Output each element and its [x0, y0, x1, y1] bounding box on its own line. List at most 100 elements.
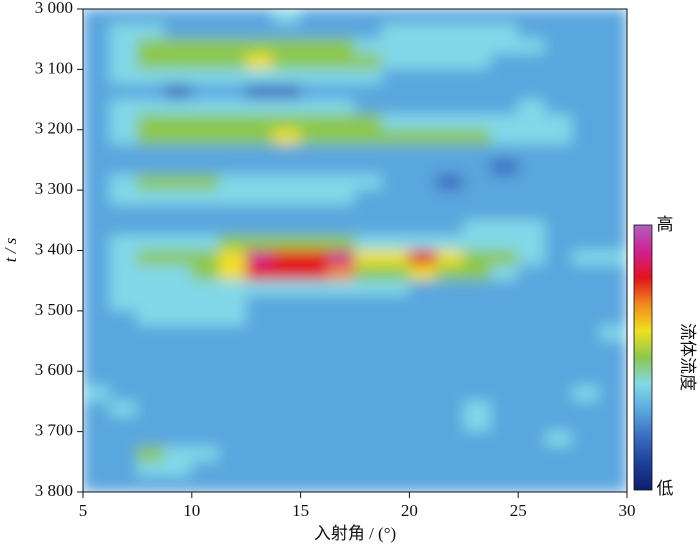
heat-cell — [272, 385, 302, 402]
heat-cell — [436, 144, 465, 161]
heat-cell — [436, 189, 465, 206]
heat-cell — [463, 204, 492, 221]
heat-cell — [327, 68, 356, 85]
heat-cell — [327, 159, 356, 176]
heat-cell — [83, 310, 111, 327]
heat-cell — [599, 250, 627, 267]
heat-cell — [191, 476, 220, 492]
heat-cell — [544, 310, 574, 327]
heat-cell — [83, 68, 111, 85]
heat-cell — [109, 189, 138, 206]
heat-cell — [544, 114, 574, 131]
heat-cell — [517, 114, 546, 131]
heat-cell — [408, 325, 438, 342]
heat-cell — [381, 219, 410, 236]
heat-cell — [272, 38, 302, 55]
heat-cell — [436, 310, 465, 327]
heat-cell — [191, 174, 220, 191]
heat-cell — [109, 174, 138, 191]
heat-cell — [381, 114, 410, 131]
heat-cell — [300, 99, 329, 116]
heat-cell — [245, 23, 274, 40]
heat-cell — [245, 159, 274, 176]
heat-cell — [490, 250, 519, 267]
heat-cell — [490, 476, 519, 492]
heat-cell — [517, 431, 546, 448]
heat-cell — [218, 265, 247, 282]
heat-cell — [544, 265, 574, 282]
heat-cell — [354, 431, 383, 448]
heat-cell — [218, 129, 247, 146]
heat-cell — [544, 159, 574, 176]
heat-cell — [164, 234, 193, 251]
heat-cell — [327, 234, 356, 251]
heat-cell — [490, 446, 519, 463]
heat-cell — [436, 204, 465, 221]
heat-cell — [517, 9, 546, 25]
heat-cell — [83, 23, 111, 40]
heat-cell — [381, 310, 410, 327]
heat-cell — [436, 370, 465, 387]
heat-cell — [83, 129, 111, 146]
heat-cell — [544, 38, 574, 55]
heatmap — [83, 9, 627, 492]
heat-cell — [572, 431, 601, 448]
heat-cell — [109, 219, 138, 236]
y-tick-label: 3 600 — [35, 360, 73, 379]
heat-cell — [599, 476, 627, 492]
heat-cell — [463, 99, 492, 116]
heat-cell — [300, 385, 329, 402]
heat-cell — [136, 99, 166, 116]
heat-cell — [245, 219, 274, 236]
heat-cell — [408, 340, 438, 357]
heat-cell — [517, 416, 546, 433]
heat-cell — [354, 129, 383, 146]
heat-cell — [463, 446, 492, 463]
heat-cell — [109, 250, 138, 267]
heat-cell — [272, 144, 302, 161]
heat-cell — [436, 174, 465, 191]
heat-cell — [218, 38, 247, 55]
heat-cell — [327, 9, 356, 25]
heat-cell — [354, 23, 383, 40]
heat-cell — [572, 355, 601, 372]
heat-cell — [572, 114, 601, 131]
heat-cell — [436, 295, 465, 312]
heat-cell — [381, 234, 410, 251]
heat-cell — [218, 68, 247, 85]
heat-cell — [599, 83, 627, 101]
heat-cell — [599, 99, 627, 116]
heat-cell — [599, 310, 627, 327]
heat-cell — [136, 385, 166, 402]
heat-cell — [408, 129, 438, 146]
heat-cell — [408, 174, 438, 191]
heat-cell — [218, 385, 247, 402]
y-tick-label: 3 800 — [35, 481, 73, 500]
heat-cell — [83, 83, 111, 101]
heat-cell — [191, 340, 220, 357]
heat-cell — [191, 461, 220, 478]
heat-cell — [300, 9, 329, 25]
heat-cell — [327, 23, 356, 40]
heat-cell — [327, 280, 356, 297]
heat-cell — [572, 204, 601, 221]
heat-cell — [381, 23, 410, 40]
heat-cell — [517, 325, 546, 342]
heat-cell — [490, 370, 519, 387]
y-axis-label: t / s — [1, 237, 20, 262]
heat-cell — [544, 83, 574, 101]
heat-cell — [381, 144, 410, 161]
heat-cell — [218, 53, 247, 70]
heat-cell — [83, 385, 111, 402]
heat-cell — [599, 159, 627, 176]
heat-cell — [517, 174, 546, 191]
heat-cell — [327, 295, 356, 312]
heat-cell — [164, 189, 193, 206]
heat-cell — [599, 129, 627, 146]
heat-cell — [436, 83, 465, 101]
heat-cell — [572, 219, 601, 236]
heat-cell — [490, 23, 519, 40]
heat-cell — [83, 234, 111, 251]
heat-cell — [381, 68, 410, 85]
